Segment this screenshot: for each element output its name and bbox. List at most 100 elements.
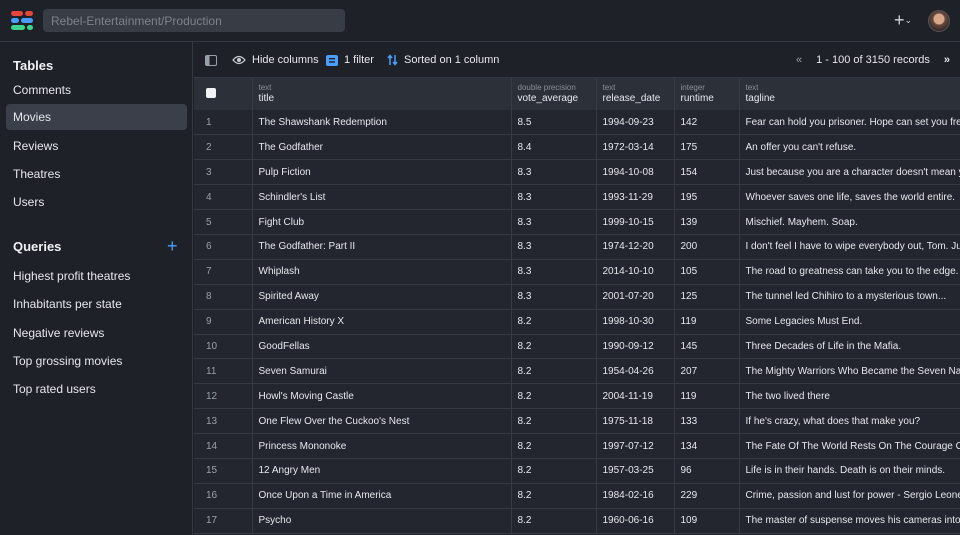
table-row[interactable]: 14 Princess Mononoke 8.2 1997-07-12 134 The F… [194, 433, 960, 459]
add-new-button[interactable]: +⌄ [894, 11, 918, 31]
table-cell[interactable]: The road to greatness can take you to th… [739, 259, 960, 285]
table-row[interactable]: 4 Schindler's List 8.3 1993-11-29 195 Whoever… [194, 184, 960, 211]
table-cell[interactable]: The Shawshank Redemption [252, 110, 512, 136]
table-cell[interactable]: 134 [674, 433, 740, 459]
table-cell[interactable]: 1999-10-15 [596, 209, 675, 235]
table-cell[interactable]: 2001-07-20 [596, 284, 675, 310]
table-row[interactable]: 12 Howl's Moving Castle 8.2 2004-11-19 119 Th… [194, 383, 960, 410]
table-cell[interactable]: 125 [674, 284, 740, 310]
table-cell[interactable]: 154 [674, 159, 740, 186]
table-cell[interactable]: 8.3 [511, 259, 597, 285]
table-cell[interactable]: Whoever saves one life, saves the world … [739, 184, 960, 211]
table-cell[interactable]: Whiplash [252, 259, 512, 285]
table-cell[interactable]: 96 [674, 458, 740, 484]
table-cell[interactable]: 119 [674, 309, 740, 335]
table-cell[interactable]: 8.3 [511, 209, 597, 235]
sidebar-item-comments[interactable]: Comments [13, 83, 72, 97]
sort-button[interactable]: Sorted on 1 column [387, 42, 499, 78]
table-cell[interactable]: The Fate Of The World Rests On The Coura… [739, 433, 960, 459]
table-cell[interactable]: 8.4 [511, 134, 597, 161]
column-header-tagline[interactable]: text tagline [739, 78, 960, 110]
table-cell[interactable]: Seven Samurai [252, 358, 512, 385]
table-row[interactable]: 3 Pulp Fiction 8.3 1994-10-08 154 Just becaus… [194, 159, 960, 186]
table-cell[interactable]: 142 [674, 110, 740, 136]
table-cell[interactable]: If he's crazy, what does that make you? [739, 408, 960, 435]
table-cell[interactable]: Some Legacies Must End. [739, 309, 960, 335]
table-cell[interactable]: 119 [674, 383, 740, 410]
table-cell[interactable]: 1974-12-20 [596, 234, 675, 260]
column-header-title[interactable]: text title [252, 78, 512, 110]
hide-columns-button[interactable]: Hide columns [232, 42, 319, 78]
table-cell[interactable]: 8.2 [511, 309, 597, 335]
table-cell[interactable]: I don't feel I have to wipe everybody ou… [739, 234, 960, 260]
sidebar-item-query-negative-reviews[interactable]: Negative reviews [13, 326, 105, 340]
database-search-input[interactable] [43, 9, 345, 32]
user-avatar[interactable] [928, 10, 950, 32]
table-cell[interactable]: 8.5 [511, 110, 597, 136]
table-cell[interactable]: An offer you can't refuse. [739, 134, 960, 161]
table-cell[interactable]: Psycho [252, 508, 512, 534]
table-cell[interactable]: 1954-04-26 [596, 358, 675, 385]
table-cell[interactable]: Crime, passion and lust for power - Serg… [739, 483, 960, 509]
sidebar-item-query-top-grossing[interactable]: Top grossing movies [13, 354, 123, 368]
table-cell[interactable]: 1998-10-30 [596, 309, 675, 335]
sidebar-item-query-top-rated-users[interactable]: Top rated users [13, 382, 96, 396]
sidebar-item-query-inhabitants[interactable]: Inhabitants per state [13, 297, 122, 311]
table-cell[interactable]: 8.2 [511, 408, 597, 435]
table-cell[interactable]: 1990-09-12 [596, 334, 675, 360]
table-row[interactable]: 5 Fight Club 8.3 1999-10-15 139 Mischief. May… [194, 209, 960, 235]
table-cell[interactable]: The Godfather: Part II [252, 234, 512, 260]
table-cell[interactable]: 8.3 [511, 184, 597, 211]
table-cell[interactable]: 1997-07-12 [596, 433, 675, 459]
table-cell[interactable]: 1957-03-25 [596, 458, 675, 484]
table-row[interactable]: 8 Spirited Away 8.3 2001-07-20 125 The tunnel… [194, 284, 960, 310]
column-header-runtime[interactable]: integer runtime [674, 78, 740, 110]
table-cell[interactable]: 1993-11-29 [596, 184, 675, 211]
table-cell[interactable]: Life is in their hands. Death is on thei… [739, 458, 960, 484]
table-cell[interactable]: 8.2 [511, 433, 597, 459]
toggle-sidebar-button[interactable] [205, 42, 217, 78]
table-cell[interactable]: 8.3 [511, 234, 597, 260]
table-row[interactable]: 10 GoodFellas 8.2 1990-09-12 145 Three Decade… [194, 334, 960, 360]
next-page-button[interactable]: » [943, 54, 950, 66]
table-cell[interactable]: 229 [674, 483, 740, 509]
table-cell[interactable]: 1994-10-08 [596, 159, 675, 186]
table-cell[interactable]: 2014-10-10 [596, 259, 675, 285]
table-cell[interactable]: 133 [674, 408, 740, 435]
table-cell[interactable]: 8.3 [511, 159, 597, 186]
sidebar-item-users[interactable]: Users [13, 195, 45, 209]
table-row[interactable]: 1 The Shawshank Redemption 8.5 1994-09-23 14… [194, 110, 960, 136]
add-query-icon[interactable]: + [167, 236, 178, 256]
table-cell[interactable]: 8.2 [511, 334, 597, 360]
table-cell[interactable]: 200 [674, 234, 740, 260]
table-cell[interactable]: 207 [674, 358, 740, 385]
table-cell[interactable]: 1960-06-16 [596, 508, 675, 534]
table-cell[interactable]: Spirited Away [252, 284, 512, 310]
table-row[interactable]: 9 American History X 8.2 1998-10-30 119 Some … [194, 309, 960, 335]
table-cell[interactable]: The Mighty Warriors Who Became the Seven… [739, 358, 960, 385]
sidebar-item-theatres[interactable]: Theatres [13, 167, 61, 181]
column-header-vote-average[interactable]: double precision vote_average [511, 78, 597, 110]
table-row[interactable]: 15 12 Angry Men 8.2 1957-03-25 96 Life is in … [194, 458, 960, 484]
table-cell[interactable]: 105 [674, 259, 740, 285]
sidebar-item-reviews[interactable]: Reviews [13, 139, 59, 153]
table-row[interactable]: 7 Whiplash 8.3 2014-10-10 105 The road to gre… [194, 259, 960, 285]
app-logo[interactable] [11, 11, 33, 31]
table-cell[interactable]: 1994-09-23 [596, 110, 675, 136]
table-cell[interactable]: The Godfather [252, 134, 512, 161]
table-row[interactable]: 11 Seven Samurai 8.2 1954-04-26 207 The Might… [194, 358, 960, 385]
table-cell[interactable]: 8.2 [511, 508, 597, 534]
table-cell[interactable]: The master of suspense moves his cameras… [739, 508, 960, 534]
table-cell[interactable]: 8.2 [511, 458, 597, 484]
select-all-checkbox[interactable] [206, 88, 216, 98]
table-cell[interactable]: 175 [674, 134, 740, 161]
table-cell[interactable]: Pulp Fiction [252, 159, 512, 186]
table-cell[interactable]: 8.2 [511, 358, 597, 385]
table-cell[interactable]: 139 [674, 209, 740, 235]
table-cell[interactable]: 8.2 [511, 383, 597, 410]
table-cell[interactable]: The two lived there [739, 383, 960, 410]
sidebar-item-movies[interactable]: Movies [6, 104, 187, 130]
table-cell[interactable]: Princess Mononoke [252, 433, 512, 459]
table-row[interactable]: 17 Psycho 8.2 1960-06-16 109 The master of su… [194, 508, 960, 534]
table-cell[interactable]: Howl's Moving Castle [252, 383, 512, 410]
